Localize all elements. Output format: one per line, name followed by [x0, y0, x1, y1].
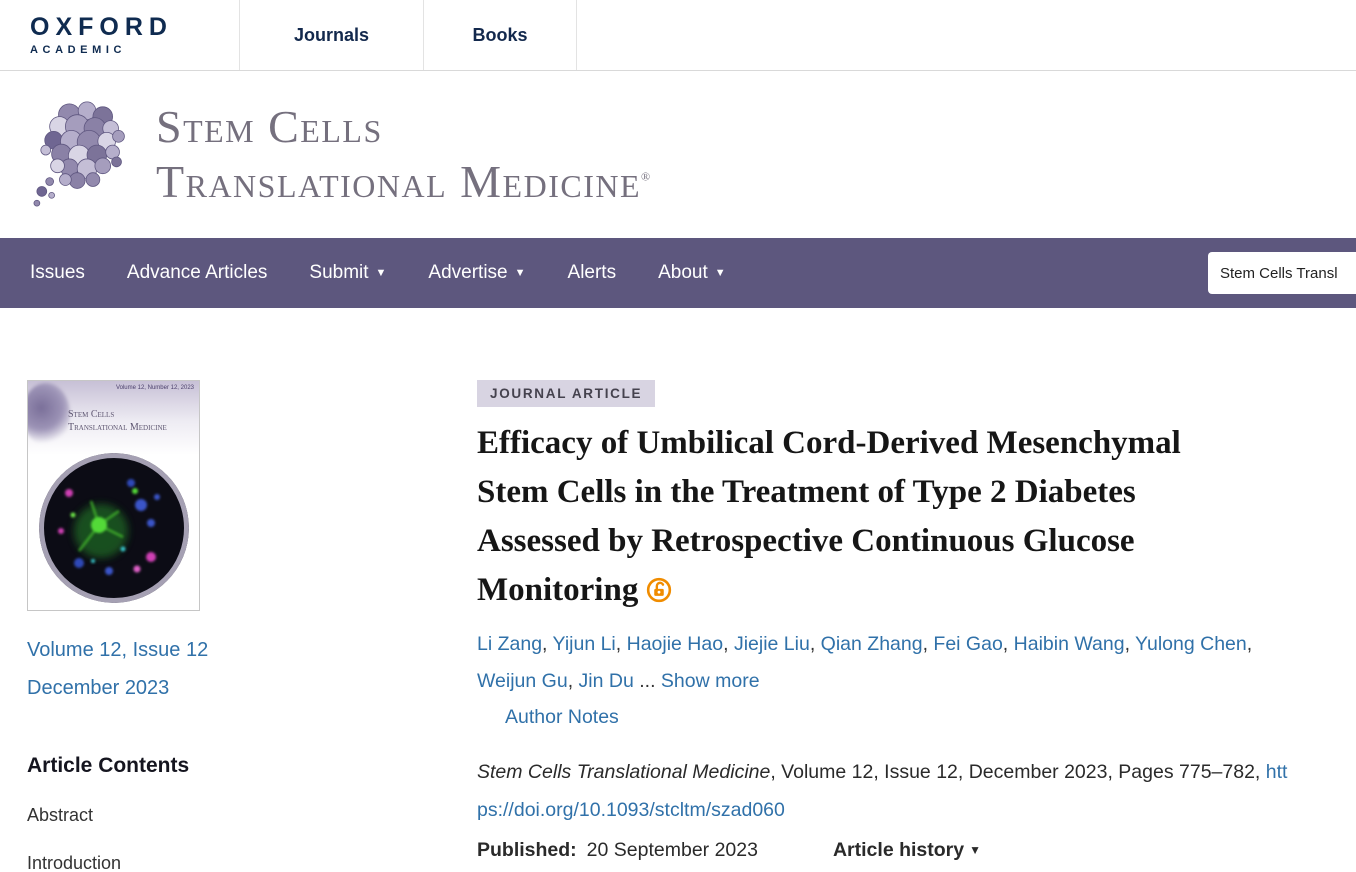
main-content: Volume 12, Number 12, 2023 Stem Cells Tr…: [0, 308, 1356, 872]
journal-nav: Issues Advance Articles Submit ▼ Advertis…: [0, 238, 1356, 308]
oxford-academic-logo[interactable]: OXFORD ACADEMIC: [0, 0, 239, 70]
cover-journal-name: Stem Cells Translational Medicine: [68, 409, 167, 433]
journal-search-input[interactable]: [1208, 252, 1356, 294]
nav-item-advertise[interactable]: Advertise ▼: [428, 262, 526, 283]
article-header: JOURNAL ARTICLE Efficacy of Umbilical Co…: [477, 380, 1322, 872]
registered-mark: ®: [641, 169, 652, 184]
author-list: Li Zang, Yijun Li, Haojie Hao, Jiejie Li…: [477, 626, 1277, 700]
issue-cover-image[interactable]: Volume 12, Number 12, 2023 Stem Cells Tr…: [27, 380, 200, 611]
author-separator: ,: [1124, 633, 1136, 655]
nav-item-advance-articles[interactable]: Advance Articles: [126, 262, 268, 283]
author-link[interactable]: Haibin Wang: [1013, 633, 1125, 655]
citation-journal-name: Stem Cells Translational Medicine: [477, 761, 771, 784]
author-separator: ,: [809, 633, 821, 655]
issue-links: Volume 12, Issue 12 December 2023: [27, 631, 477, 708]
chevron-down-icon: ▼: [969, 843, 981, 858]
author-separator: ,: [1002, 633, 1014, 655]
author-link[interactable]: Yijun Li: [552, 633, 616, 655]
cover-microscopy-image: [39, 453, 189, 603]
toc-item-abstract[interactable]: Abstract: [27, 804, 94, 825]
article-history-toggle[interactable]: Article history ▼: [832, 839, 981, 862]
authors-ellipsis: ...: [639, 670, 656, 693]
author-link[interactable]: Qian Zhang: [820, 633, 923, 655]
published-date: 20 September 2023: [586, 839, 758, 862]
header-tabs: Journals Books: [239, 0, 577, 70]
tab-books[interactable]: Books: [423, 0, 577, 70]
sidebar: Volume 12, Number 12, 2023 Stem Cells Tr…: [27, 380, 477, 872]
oxford-logo-line1: OXFORD: [30, 13, 173, 42]
nav-item-issues[interactable]: Issues: [30, 262, 85, 283]
author-link[interactable]: Jin Du: [578, 670, 634, 693]
citation-details: , Volume 12, Issue 12, December 2023, Pa…: [770, 761, 1261, 784]
author-link[interactable]: Fei Gao: [933, 633, 1003, 655]
author-notes-link[interactable]: Author Notes: [505, 706, 619, 729]
toc-item-introduction[interactable]: Introduction: [27, 852, 122, 872]
cover-issue-info: Volume 12, Number 12, 2023: [115, 385, 194, 391]
chevron-down-icon: ▼: [375, 267, 387, 279]
article-title: Efficacy of Umbilical Cord-Derived Mesen…: [477, 419, 1222, 618]
issue-date-link[interactable]: December 2023: [27, 677, 170, 700]
nav-item-about[interactable]: About ▼: [658, 262, 726, 283]
journal-wordmark-line1: Stem Cells: [156, 101, 383, 153]
tab-journals[interactable]: Journals: [239, 0, 423, 70]
chevron-down-icon: ▼: [714, 267, 726, 279]
oxford-logo-line2: ACADEMIC: [30, 43, 127, 56]
nav-item-submit[interactable]: Submit ▼: [309, 262, 387, 283]
author-link[interactable]: Haojie Hao: [626, 633, 724, 655]
stem-cell-cluster-logo-icon: [30, 94, 148, 216]
author-separator: ,: [567, 670, 579, 693]
author-separator: ,: [922, 633, 934, 655]
author-link[interactable]: Weijun Gu: [477, 670, 568, 693]
author-separator: ,: [1246, 633, 1253, 655]
citation-line: Stem Cells Translational Medicine, Volum…: [477, 753, 1297, 829]
author-link[interactable]: Jiejie Liu: [733, 633, 810, 655]
published-row: Published: 20 September 2023 Article histo…: [477, 839, 1322, 862]
cover-cell-graphic: [28, 383, 70, 445]
journal-wordmark-line2: Translational Medicine®: [156, 155, 652, 207]
open-access-icon[interactable]: [646, 569, 672, 618]
chevron-down-icon: ▼: [514, 267, 526, 279]
published-label: Published:: [477, 839, 577, 862]
article-contents-heading: Article Contents: [27, 753, 190, 777]
journal-wordmark[interactable]: Stem Cells Translational Medicine®: [156, 100, 652, 209]
author-separator: ,: [542, 633, 553, 655]
author-link[interactable]: Li Zang: [477, 633, 543, 655]
nav-item-alerts[interactable]: Alerts: [567, 262, 617, 283]
volume-issue-link[interactable]: Volume 12, Issue 12: [27, 639, 209, 661]
site-header: OXFORD ACADEMIC Journals Books: [0, 0, 1356, 71]
author-link[interactable]: Yulong Chen: [1135, 633, 1247, 655]
journal-article-badge: JOURNAL ARTICLE: [477, 380, 656, 407]
doi-link[interactable]: https://doi.org/10.1093/stcltm/szad060: [477, 761, 1288, 822]
show-more-link[interactable]: Show more: [660, 670, 760, 693]
journal-banner: Stem Cells Translational Medicine®: [0, 71, 1356, 238]
author-separator: ,: [723, 633, 734, 655]
cover-top-band: Volume 12, Number 12, 2023 Stem Cells Tr…: [28, 381, 199, 455]
author-separator: ,: [615, 633, 627, 655]
